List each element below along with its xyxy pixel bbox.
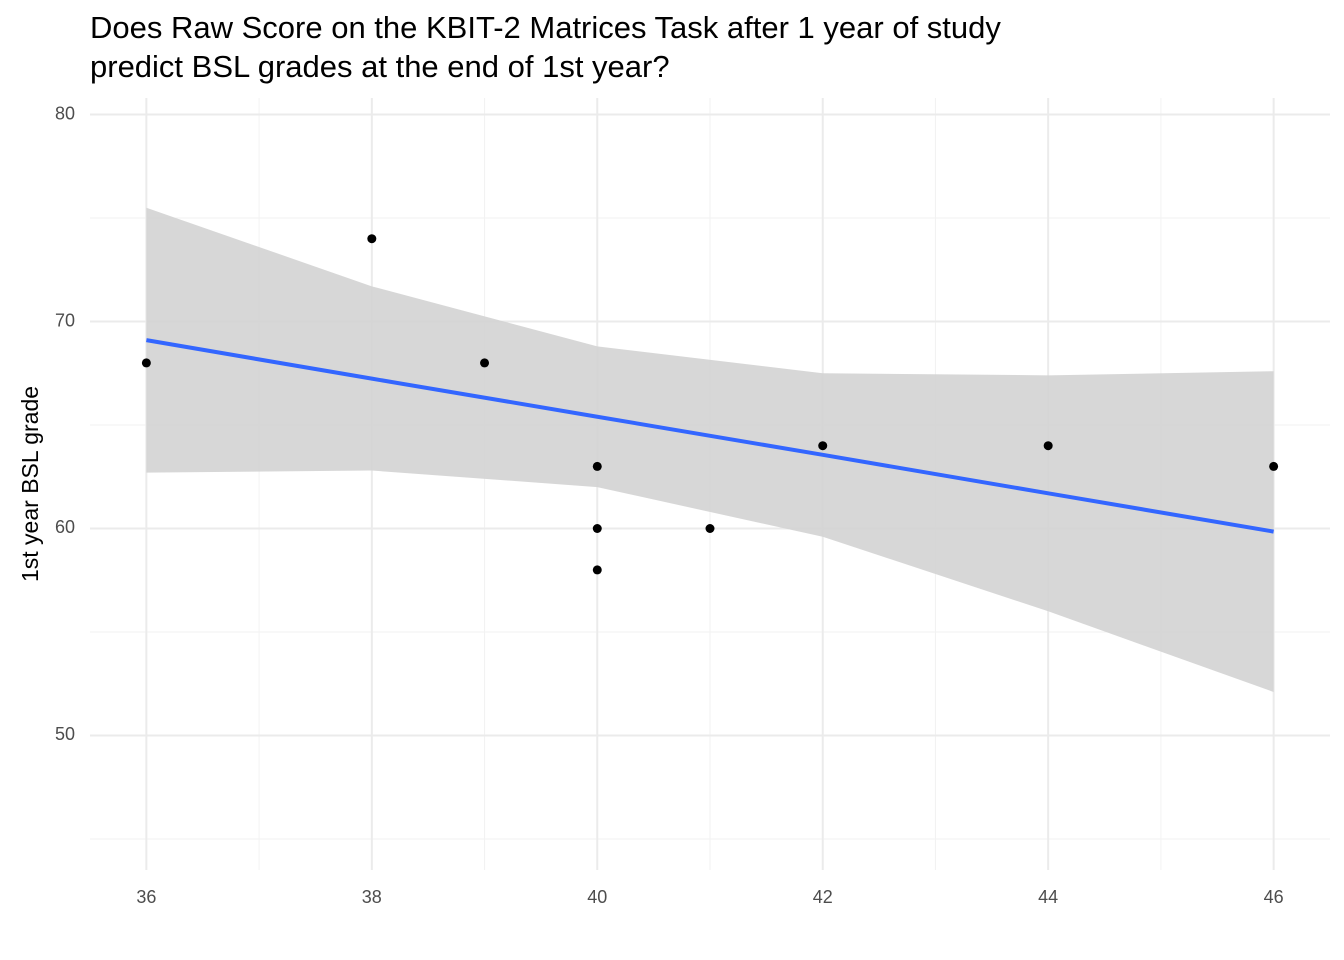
point [367,234,377,244]
point [1043,441,1053,451]
y-axis-label: 1st year BSL grade [17,386,43,582]
x-tick-label: 46 [1264,887,1284,907]
x-tick-label: 42 [813,887,833,907]
y-tick-label: 50 [55,724,75,744]
point [480,358,490,368]
y-tick-label: 60 [55,517,75,537]
point [592,565,602,575]
x-tick-label: 40 [587,887,607,907]
y-tick-label: 80 [55,103,75,123]
chart-title: Does Raw Score on the KBIT-2 Matrices Ta… [90,10,1001,45]
point [592,523,602,533]
point [592,461,602,471]
x-tick-label: 38 [362,887,382,907]
confidence-band [146,207,1274,693]
x-tick-label: 36 [136,887,156,907]
y-tick-label: 70 [55,310,75,330]
point [705,523,715,533]
point [141,358,151,368]
point [818,441,828,451]
x-tick-label: 44 [1038,887,1058,907]
chart-title: predict BSL grades at the end of 1st yea… [90,49,670,84]
point [1269,461,1279,471]
fit-line [146,338,1274,534]
